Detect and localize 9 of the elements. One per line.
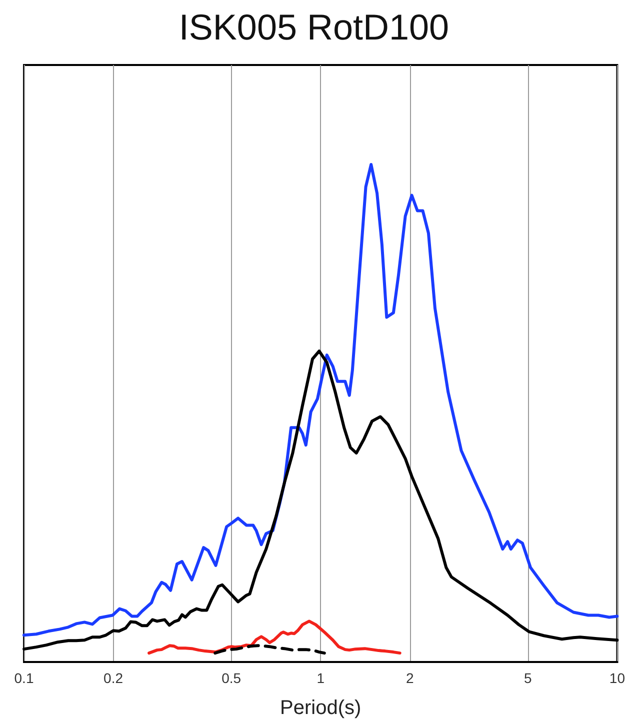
x-tick-label: 0.5	[222, 670, 242, 686]
chart-title: ISK005 RotD100	[178, 6, 450, 48]
x-tick-label: 2	[406, 670, 414, 686]
x-tick-label: 1	[316, 670, 325, 686]
x-tick-label: 0.1	[14, 670, 34, 686]
x-tick-label: 5	[524, 670, 532, 686]
x-tick-label: 0.2	[104, 670, 124, 686]
x-axis-title: Period(s)	[280, 697, 362, 719]
x-tick-label: 10	[609, 670, 626, 686]
